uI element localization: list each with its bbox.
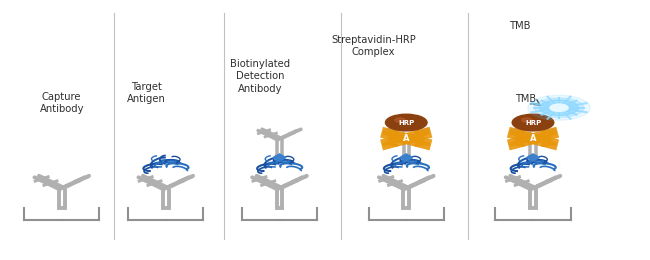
Text: HRP: HRP [398,120,415,126]
Circle shape [385,114,427,131]
Polygon shape [526,154,539,161]
Circle shape [534,98,584,118]
Circle shape [395,118,405,122]
Text: A: A [403,134,410,143]
Text: A: A [530,134,536,143]
Text: Target
Antigen: Target Antigen [127,82,166,104]
Circle shape [528,95,590,120]
Circle shape [512,114,554,131]
Text: TMB: TMB [509,21,531,31]
Text: TMB: TMB [515,94,536,104]
Circle shape [521,118,532,122]
Text: HRP: HRP [525,120,541,126]
Text: Streptavidin-HRP
Complex: Streptavidin-HRP Complex [332,35,416,57]
Text: Capture
Antibody: Capture Antibody [40,92,84,114]
Polygon shape [400,154,413,161]
Polygon shape [273,154,286,161]
Circle shape [550,104,568,111]
Text: Biotinylated
Detection
Antibody: Biotinylated Detection Antibody [230,59,290,94]
Circle shape [540,100,578,115]
